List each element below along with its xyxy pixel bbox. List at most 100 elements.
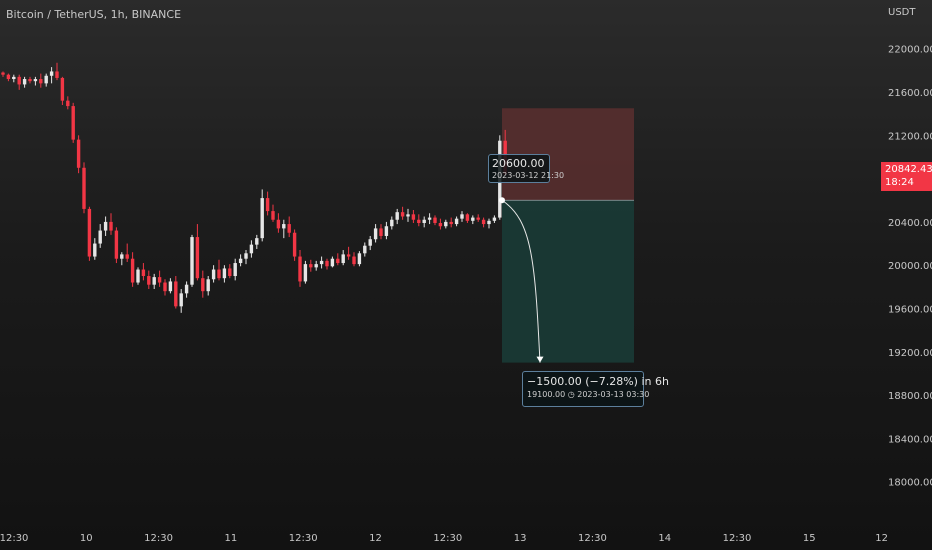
candle-body-0 bbox=[1, 72, 5, 75]
candle-62 bbox=[336, 253, 340, 266]
y-tick-1: 21600.00 bbox=[888, 88, 932, 99]
candle-body-43 bbox=[233, 263, 237, 277]
result-summary: −1500.00 (−7.28%) in 6h bbox=[527, 375, 669, 388]
candle-body-60 bbox=[325, 260, 329, 267]
candle-77 bbox=[417, 214, 421, 227]
candle-body-6 bbox=[33, 79, 38, 82]
entry-tag[interactable]: 20600.00 2023-03-12 21:30 bbox=[488, 154, 564, 183]
candle-body-45 bbox=[244, 253, 248, 259]
candle-7 bbox=[39, 73, 43, 88]
time-axis[interactable]: 12:30 10 12:30 11 12:30 12 12:30 13 12:30 14 12:30… bbox=[0, 533, 888, 544]
candle-61 bbox=[330, 256, 335, 268]
candle-body-24 bbox=[130, 258, 135, 283]
candle-27 bbox=[147, 270, 151, 290]
result-tag[interactable]: −1500.00 (−7.28%) in 6h 19100.00 ◷ 2023-… bbox=[522, 371, 669, 407]
target-zone bbox=[502, 200, 634, 363]
candle-30 bbox=[163, 279, 167, 296]
candle-body-56 bbox=[303, 264, 308, 282]
candle-body-87 bbox=[471, 217, 475, 221]
candle-body-91 bbox=[492, 217, 497, 221]
candle-body-77 bbox=[417, 219, 421, 223]
candle-body-28 bbox=[152, 277, 156, 285]
candle-body-57 bbox=[309, 264, 313, 268]
candle-29 bbox=[157, 270, 162, 287]
candle-body-31 bbox=[168, 281, 173, 292]
candle-2 bbox=[12, 74, 16, 83]
candle-64 bbox=[346, 246, 351, 260]
x-tick-8: 12:30 bbox=[578, 533, 607, 544]
candle-body-15 bbox=[82, 167, 86, 209]
y-tick-6: 19600.00 bbox=[888, 305, 932, 316]
x-tick-9: 14 bbox=[658, 533, 671, 544]
candle-body-17 bbox=[93, 243, 97, 257]
interval: 1h bbox=[110, 8, 125, 21]
candle-body-52 bbox=[282, 224, 286, 229]
last-price-label: 20842.43 18:24 bbox=[881, 162, 932, 191]
candle-49 bbox=[265, 191, 270, 216]
candle-41 bbox=[222, 265, 227, 283]
clock-icon: ◷ bbox=[567, 390, 575, 399]
projection-path bbox=[499, 197, 544, 363]
candle-body-36 bbox=[195, 237, 200, 279]
candle-body-61 bbox=[330, 258, 335, 267]
candle-75 bbox=[406, 208, 410, 222]
candle-body-85 bbox=[460, 214, 464, 219]
candle-body-63 bbox=[341, 254, 345, 264]
candle-body-78 bbox=[422, 219, 426, 223]
candle-23 bbox=[125, 243, 129, 262]
y-tick-5: 20000.00 bbox=[888, 261, 932, 272]
candle-68 bbox=[368, 235, 372, 251]
sep-1: , bbox=[103, 8, 111, 21]
candle-body-54 bbox=[292, 232, 297, 257]
candle-body-5 bbox=[28, 79, 32, 82]
candle-38 bbox=[206, 276, 210, 296]
candle-body-10 bbox=[55, 71, 59, 78]
candle-34 bbox=[184, 281, 189, 298]
candle-31 bbox=[168, 278, 173, 294]
candle-body-44 bbox=[238, 258, 243, 264]
candle-69 bbox=[373, 224, 378, 243]
candle-43 bbox=[233, 258, 237, 281]
currency-label: USDT bbox=[888, 7, 916, 18]
candle-53 bbox=[287, 216, 291, 238]
candle-body-67 bbox=[363, 245, 367, 254]
candle-32 bbox=[174, 276, 178, 309]
candle-14 bbox=[76, 135, 81, 174]
candle-body-74 bbox=[400, 212, 405, 217]
candle-25 bbox=[136, 267, 140, 285]
candle-42 bbox=[228, 264, 232, 279]
candle-body-83 bbox=[449, 221, 453, 225]
candle-90 bbox=[487, 218, 491, 229]
candle-body-50 bbox=[271, 211, 275, 220]
candle-36 bbox=[195, 224, 200, 281]
candle-body-48 bbox=[260, 198, 264, 239]
x-tick-3: 11 bbox=[225, 533, 238, 544]
candle-body-1 bbox=[6, 74, 11, 80]
candle-body-27 bbox=[147, 276, 151, 285]
y-tick-7: 19200.00 bbox=[888, 348, 932, 359]
candle-body-73 bbox=[395, 212, 399, 220]
candle-body-80 bbox=[433, 217, 437, 223]
symbol-header: Bitcoin / TetherUS, 1h, BINANCE bbox=[6, 8, 181, 21]
candle-body-14 bbox=[76, 139, 81, 168]
candle-body-29 bbox=[157, 277, 162, 283]
candle-body-89 bbox=[481, 219, 486, 225]
candle-body-76 bbox=[411, 214, 416, 220]
candle-84 bbox=[454, 216, 459, 227]
x-tick-4: 12:30 bbox=[289, 533, 318, 544]
price-axis[interactable]: 22000.0021600.0021200.0020800.0020400.00… bbox=[888, 45, 932, 489]
candle-body-86 bbox=[465, 214, 470, 221]
target-price: 19100.00 bbox=[527, 390, 566, 399]
candle-body-40 bbox=[217, 269, 221, 279]
candle-54 bbox=[292, 229, 297, 261]
candle-17 bbox=[93, 238, 97, 260]
projection-curve bbox=[501, 199, 541, 363]
candle-0 bbox=[1, 71, 5, 77]
result-detail: 19100.00 ◷ 2023-03-13 03:30 bbox=[527, 389, 649, 401]
candle-body-66 bbox=[357, 253, 362, 265]
candle-70 bbox=[379, 224, 383, 240]
candle-body-20 bbox=[109, 221, 113, 231]
candle-body-30 bbox=[163, 282, 167, 292]
target-time: 2023-03-13 03:30 bbox=[577, 390, 650, 399]
